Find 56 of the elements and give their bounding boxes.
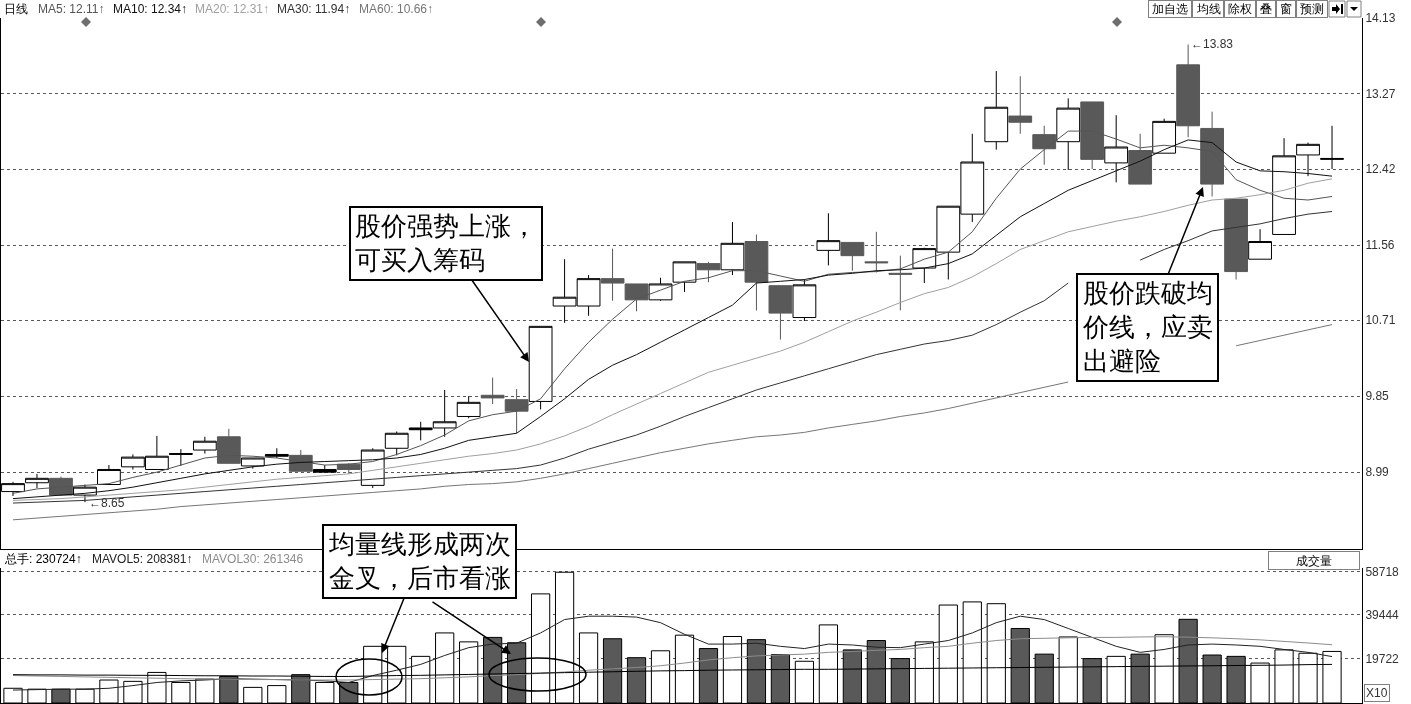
candlestick xyxy=(384,430,409,456)
text: MAVOL30: 261346 xyxy=(202,552,304,566)
candlestick xyxy=(792,279,817,322)
candlestick xyxy=(1248,228,1272,260)
y-tick-label: 12.42 xyxy=(1365,162,1396,177)
candlestick xyxy=(1104,114,1129,183)
candlestick xyxy=(216,428,241,464)
y-tick-label: 14.13 xyxy=(1365,11,1396,26)
text: MA20: 12.31↑ xyxy=(195,2,270,16)
candlestick xyxy=(240,457,265,470)
candlestick xyxy=(888,255,913,311)
candlestick xyxy=(25,473,49,489)
candlestick xyxy=(264,447,289,459)
candlestick xyxy=(456,395,481,419)
y-tick-label: 39444 xyxy=(1365,608,1400,623)
chart-title: 总手: 230724↑ xyxy=(4,552,82,566)
y-tick-label: 8.99 xyxy=(1365,465,1390,480)
candlestick xyxy=(984,70,1009,151)
text: MA30: 11.94↑ xyxy=(277,2,351,16)
text: 窗 xyxy=(1280,2,1292,16)
annotation: 均量线形成两次金叉，后市看涨 xyxy=(328,530,511,593)
y-axis-title: X10 xyxy=(1366,686,1388,700)
text: 叠 xyxy=(1260,2,1272,16)
text: 成交量 xyxy=(1296,553,1332,568)
y-tick-label: 13.27 xyxy=(1365,87,1396,102)
candlestick xyxy=(696,261,721,283)
annotation: ←13.83 xyxy=(1191,37,1234,51)
text: MA10: 12.34↑ xyxy=(113,2,188,16)
candlestick xyxy=(97,464,121,485)
candlestick xyxy=(1152,118,1177,154)
candlestick xyxy=(168,448,193,467)
candlestick xyxy=(1056,97,1081,171)
text: MA60: 10.66↑ xyxy=(359,2,434,16)
annotation: 股价跌破均价线，应卖出避险 xyxy=(1082,279,1213,376)
text: 预测 xyxy=(1300,2,1324,16)
line-series xyxy=(12,615,1333,691)
candlestick xyxy=(1320,125,1344,170)
line-series xyxy=(12,636,1333,681)
y-tick-label: 11.56 xyxy=(1365,238,1395,253)
candlestick xyxy=(312,464,337,473)
text: 均线 xyxy=(1195,2,1221,16)
y-tick-label: 19722 xyxy=(1365,652,1400,667)
y-tick-label: 58718 xyxy=(1365,565,1400,580)
annotation: 股价强势上涨，可买入筹码 xyxy=(355,212,537,275)
chart-title: 日线 xyxy=(4,2,28,16)
text: MA5: 12.11↑ xyxy=(38,2,105,16)
candlestick xyxy=(816,212,841,266)
text: 除权 xyxy=(1228,2,1252,16)
text: 加自选 xyxy=(1152,2,1188,16)
annotation: ←8.65 xyxy=(89,496,125,510)
candlestick xyxy=(720,221,745,276)
y-tick-label: 9.85 xyxy=(1365,389,1390,404)
text: MAVOL5: 208381↑ xyxy=(92,552,193,566)
candlestick xyxy=(192,436,217,455)
candlestick xyxy=(1224,198,1248,281)
y-tick-label: 10.71 xyxy=(1365,313,1396,328)
